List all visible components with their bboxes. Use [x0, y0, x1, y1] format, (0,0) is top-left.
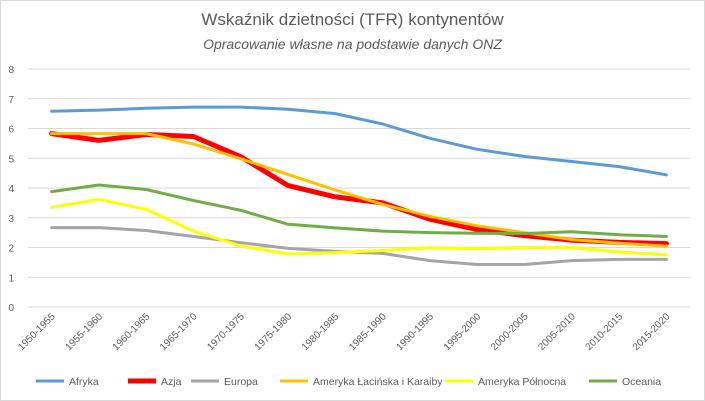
x-tick-label: 1970-1975 [205, 311, 247, 353]
series-line-3 [50, 132, 668, 248]
y-tick-label: 2 [8, 244, 14, 255]
x-tick-label: 1950-1955 [16, 311, 58, 353]
legend-label: Ameryka Łacińska i Karaiby [313, 376, 443, 388]
chart-title: Wskaźnik dzietności (TFR) kontynentów [201, 10, 504, 29]
y-tick-label: 7 [8, 95, 14, 106]
y-tick-label: 6 [8, 125, 14, 136]
series-line-4 [50, 197, 668, 257]
legend-label: Afryka [69, 376, 99, 388]
legend-label: Ameryka Północna [478, 376, 566, 388]
x-tick-label: 1980-1985 [300, 311, 342, 353]
series-line-5 [50, 183, 668, 238]
y-tick-label: 3 [8, 214, 14, 225]
x-tick-label: 1985-1990 [347, 311, 389, 353]
legend-label: Europa [224, 376, 258, 388]
x-tick-label: 1975-1980 [253, 311, 295, 353]
x-tick-label: 1965-1970 [158, 311, 200, 353]
x-tick-label: 1955-1960 [63, 311, 105, 353]
x-tick-label: 1960-1965 [111, 311, 153, 353]
x-tick-label: 2010-2015 [584, 311, 626, 353]
legend-label: Azja [161, 376, 182, 388]
y-tick-label: 0 [8, 303, 14, 314]
x-tick-label: 1995-2000 [442, 311, 484, 353]
y-tick-label: 4 [8, 184, 14, 195]
x-tick-label: 2005-2010 [536, 311, 578, 353]
chart-subtitle: Opracowanie własne na podstawie danych O… [203, 36, 502, 52]
x-tick-label: 2015-2020 [631, 311, 673, 353]
series-line-0 [50, 105, 668, 177]
y-tick-label: 8 [8, 65, 14, 76]
x-tick-label: 1990-1995 [394, 311, 436, 353]
x-tick-label: 2000-2005 [489, 311, 531, 353]
y-tick-label: 1 [8, 273, 14, 284]
legend-label: Oceania [622, 376, 661, 388]
y-tick-label: 5 [8, 154, 14, 165]
